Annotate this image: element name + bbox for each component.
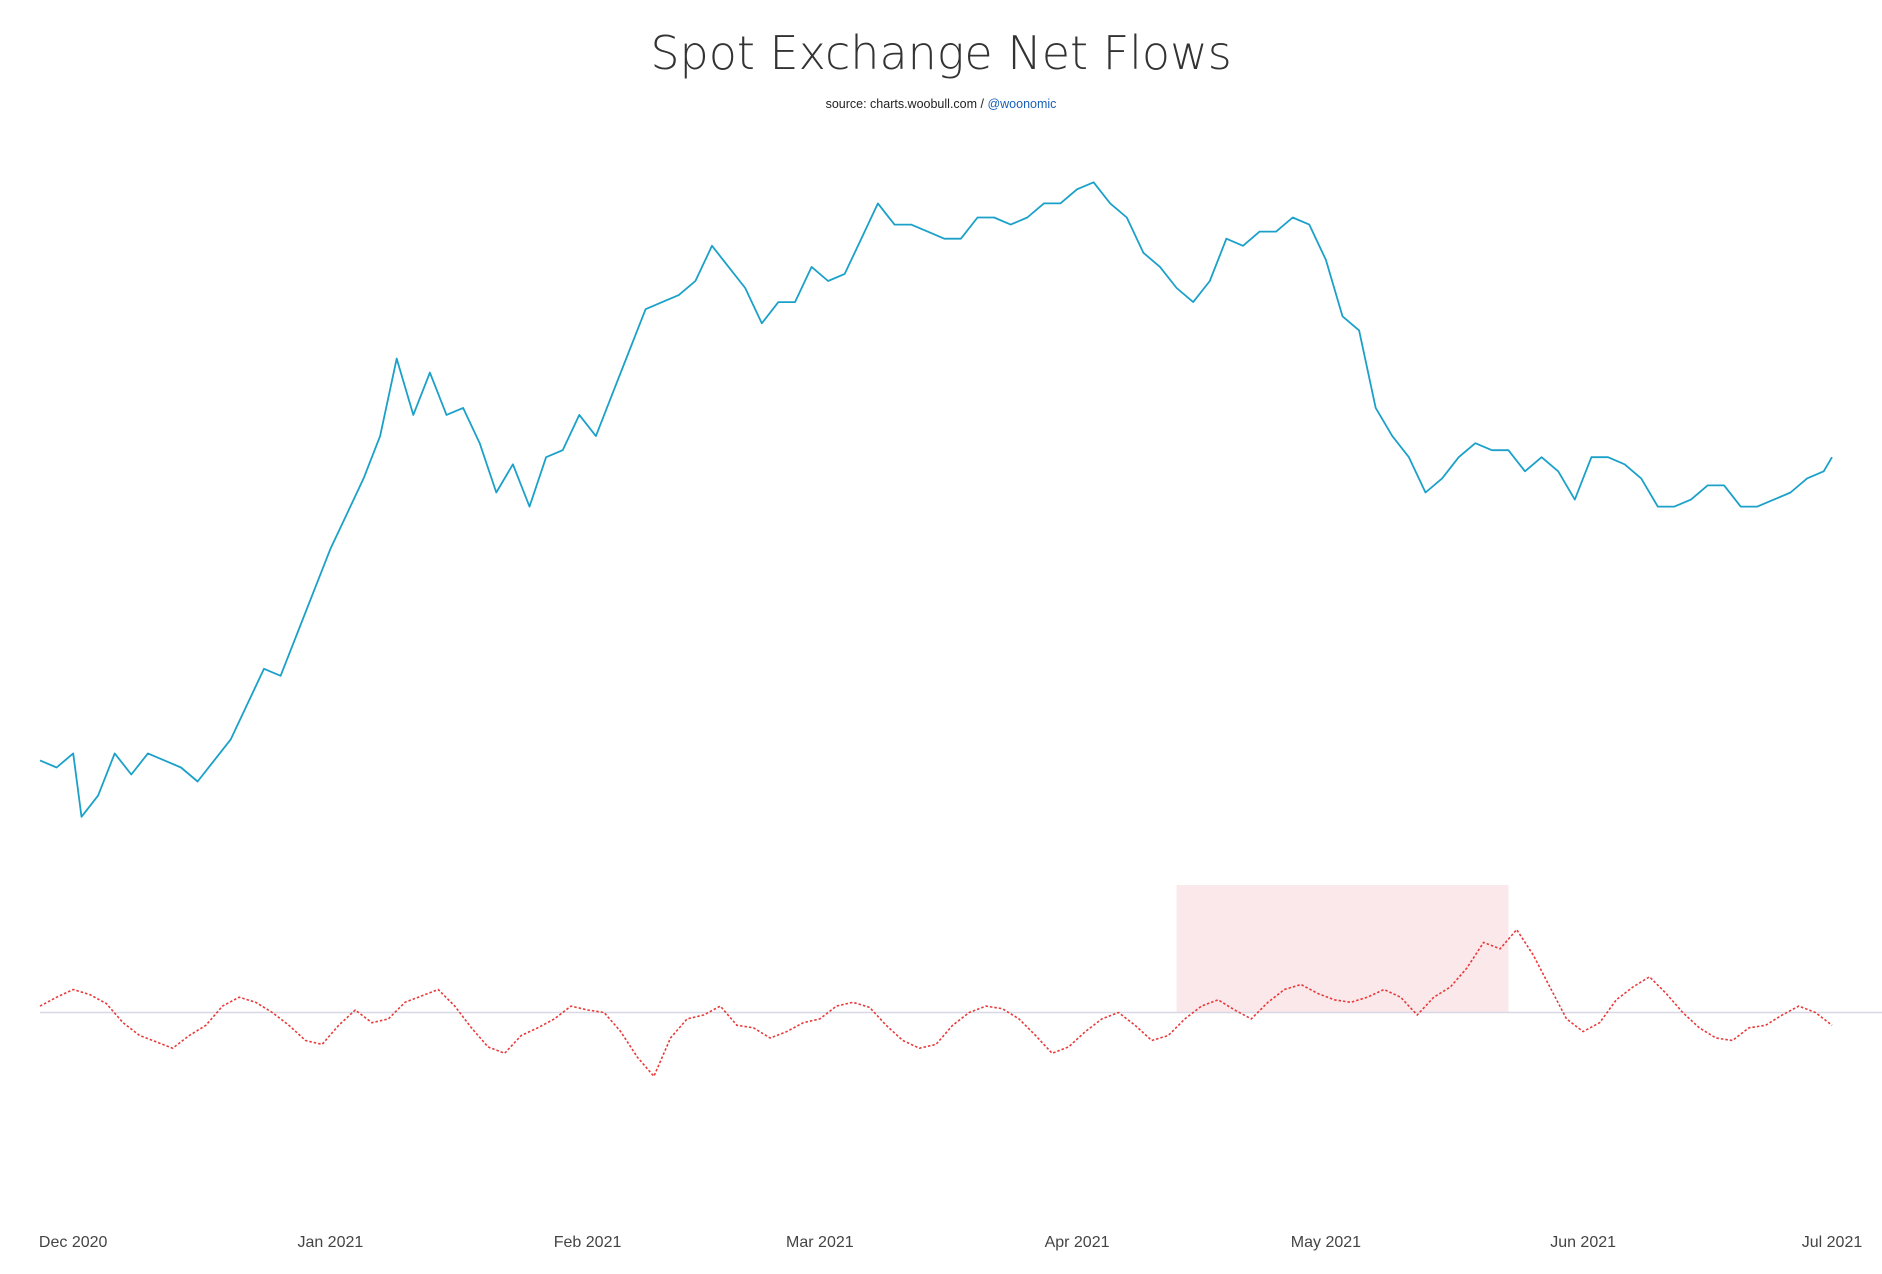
series-layer [39,181,1833,1078]
x-tick-label: Feb 2021 [554,1234,622,1251]
highlight-layer [1176,885,1509,1013]
x-tick-label: May 2021 [1291,1234,1361,1251]
x-tick-label: Mar 2021 [786,1234,854,1251]
x-axis-ticks: Dec 2020 Jan 2021 Feb 2021 Mar 2021 Apr 2021… [39,1234,1862,1251]
chart-title: Spot Exchange Net Flows [650,26,1232,80]
x-tick-label: Apr 2021 [1045,1234,1110,1251]
source-handle-link[interactable]: @woonomic [987,97,1057,111]
source-text: source: charts.woobull.com / [825,97,988,111]
x-tick-label: Jun 2021 [1550,1234,1616,1251]
price-line [39,181,1833,818]
x-tick-label: Dec 2020 [39,1234,108,1251]
highlight-region [1176,885,1509,1013]
x-tick-label: Jan 2021 [297,1234,363,1251]
chart-source: source: charts.woobull.com / @woonomic [0,97,1882,111]
net-flow-line [39,928,1833,1078]
x-tick-label: Jul 2021 [1802,1234,1863,1251]
